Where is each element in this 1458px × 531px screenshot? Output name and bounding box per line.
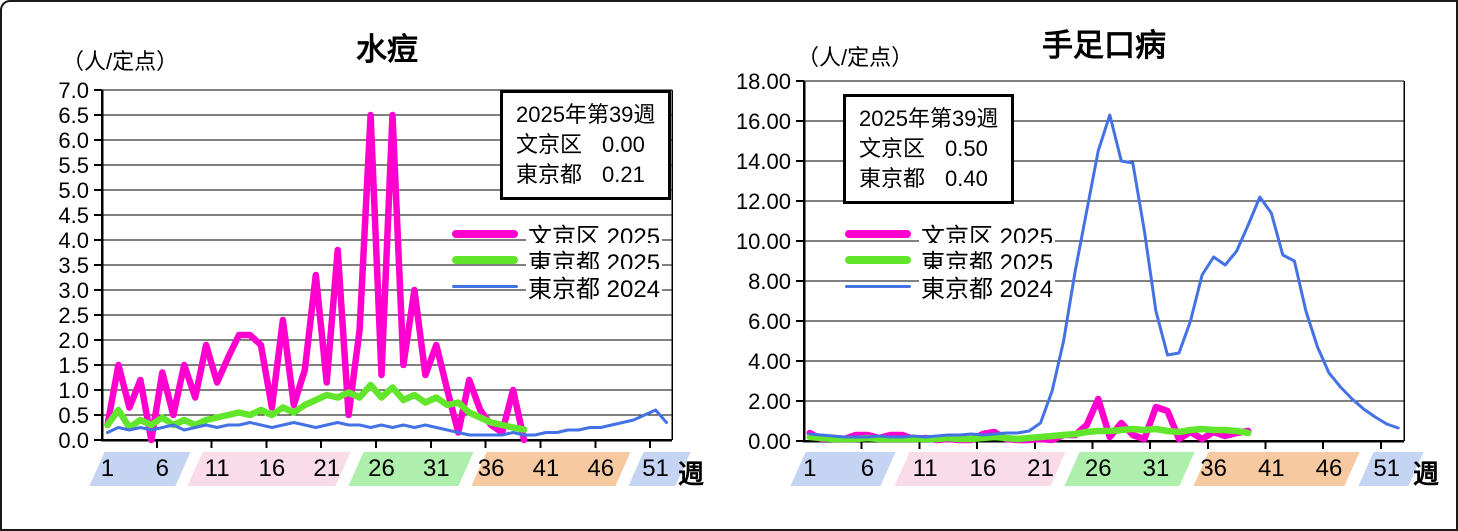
info-value: 0.00 <box>602 132 645 157</box>
y-tick-label: 10.00 <box>736 229 791 254</box>
x-axis-unit-label: 週 <box>678 459 705 489</box>
x-tick-label: 46 <box>1315 455 1343 482</box>
latest-week-info-box: 2025年第39週 文京区 0.00 東京都 0.21 <box>500 90 672 200</box>
x-tick-label: 26 <box>368 455 395 482</box>
x-tick-label: 6 <box>860 455 875 482</box>
legend: 文京区 2025 東京都 2025 東京都 2024 <box>452 216 663 304</box>
x-axis-unit-label: 週 <box>1413 459 1440 489</box>
y-tick-label: 7.0 <box>58 78 89 103</box>
x-tick-label: 41 <box>532 455 560 482</box>
chart-panel-hfmd: （人/定点） 手足口病 0.00 2.00 4.00 6.00 8.00 10.00 12.… <box>731 2 1456 529</box>
y-tick-label: 14.00 <box>736 149 791 174</box>
y-tick-label: 5.5 <box>58 153 89 178</box>
series-line-東京都 2024 <box>808 113 1400 439</box>
y-tick-label: 8.00 <box>748 269 791 294</box>
y-tick-label: 4.0 <box>58 228 89 253</box>
legend-line-sample <box>845 230 911 238</box>
y-tick-label: 6.0 <box>58 128 89 153</box>
x-tick-label: 46 <box>587 455 615 482</box>
legend-label: 東京都 2024 <box>526 268 663 304</box>
y-axis-unit-label: （人/定点） <box>797 45 914 70</box>
x-tick-label: 1 <box>803 455 817 482</box>
series-line-文京区 2025 <box>104 111 528 444</box>
chart-title: 手足口病 <box>1042 28 1166 63</box>
y-tick-label: 6.5 <box>58 103 89 128</box>
info-row-tokyo: 東京都 0.21 <box>516 160 655 190</box>
y-tick-label: 18.00 <box>736 69 791 94</box>
y-tick-label: 3.5 <box>58 253 89 278</box>
info-row-bunkyo: 文京区 0.00 <box>516 130 655 160</box>
y-tick-label: 16.00 <box>736 109 791 134</box>
y-tick-label: 3.0 <box>58 278 89 303</box>
legend-label: 東京都 2024 <box>919 268 1056 304</box>
season-band <box>1064 452 1195 486</box>
y-tick-label: 4.5 <box>58 203 89 228</box>
info-value: 0.50 <box>945 136 988 161</box>
legend-line-sample <box>845 284 911 288</box>
y-tick-label: 5.0 <box>58 178 89 203</box>
legend-line-sample <box>452 284 518 288</box>
y-tick-label: 0.0 <box>58 428 89 453</box>
info-period: 2025年第39週 <box>859 106 999 131</box>
y-tick-label: 0.00 <box>748 429 791 454</box>
y-tick-label: 0.5 <box>58 403 89 428</box>
info-name: 東京都 <box>859 166 926 191</box>
x-tick-label: 41 <box>1257 455 1285 482</box>
y-tick-label: 2.00 <box>748 389 791 414</box>
info-row-tokyo: 東京都 0.40 <box>859 164 998 194</box>
x-tick-label: 31 <box>1142 455 1170 482</box>
x-tick-label: 26 <box>1084 455 1112 482</box>
info-name: 文京区 <box>516 132 583 157</box>
x-tick-label: 36 <box>477 455 505 482</box>
info-period: 2025年第39週 <box>516 102 656 127</box>
y-tick-label: 1.0 <box>58 378 89 403</box>
info-value: 0.21 <box>602 162 645 187</box>
info-value: 0.40 <box>945 166 988 191</box>
x-tick-label: 16 <box>258 455 286 482</box>
legend-item-tokyo-2024: 東京都 2024 <box>845 268 1056 304</box>
x-tick-label: 1 <box>100 455 115 482</box>
series-line-東京都 2024 <box>106 408 668 437</box>
chart-panel-varicella: （人/定点） 水痘 0.0 0.5 1.0 1.5 2.0 2.5 3.0 3.5 4.0 4.5… <box>2 2 731 529</box>
x-tick-label: 51 <box>1373 455 1401 482</box>
chart-title: 水痘 <box>356 32 418 67</box>
legend: 文京区 2025 東京都 2025 東京都 2024 <box>845 216 1056 304</box>
legend-line-sample <box>452 230 518 238</box>
legend-line-sample <box>845 256 911 264</box>
season-band-strip: 1 6 11 16 21 26 31 36 41 46 51 <box>790 452 1424 486</box>
y-axis-unit-label: （人/定点） <box>62 49 179 74</box>
series-line-東京都 2025 <box>104 381 528 433</box>
y-tick-label: 2.0 <box>58 328 89 353</box>
y-tick-label: 6.00 <box>748 309 791 334</box>
legend-item-tokyo-2024: 東京都 2024 <box>452 268 663 304</box>
info-row-bunkyo: 文京区 0.50 <box>859 134 998 164</box>
legend-line-sample <box>452 256 518 264</box>
x-tick-label: 31 <box>422 455 450 482</box>
x-tick-label: 6 <box>155 455 169 482</box>
x-tick-label: 51 <box>642 455 669 482</box>
x-tick-label: 21 <box>1027 455 1054 482</box>
latest-week-info-box: 2025年第39週 文京区 0.50 東京都 0.40 <box>843 94 1015 204</box>
info-name: 東京都 <box>516 162 583 187</box>
x-tick-label: 36 <box>1200 455 1227 482</box>
x-tick-label: 16 <box>969 455 997 482</box>
info-name: 文京区 <box>859 136 926 161</box>
y-tick-label: 2.5 <box>58 303 89 328</box>
x-tick-label: 11 <box>912 455 938 482</box>
x-tick-label: 11 <box>204 455 230 482</box>
y-tick-label: 1.5 <box>58 353 89 378</box>
y-tick-label: 4.00 <box>748 349 791 374</box>
series-line-東京都 2025 <box>806 425 1252 443</box>
x-tick-label: 21 <box>313 455 341 482</box>
plot-region: 0.00 2.00 4.00 6.00 8.00 10.00 12.00 14.00 16.00… <box>736 69 1405 454</box>
plot-area: 0.00 2.00 4.00 6.00 8.00 10.00 12.00 14.00 16.00… <box>736 69 1405 454</box>
y-tick-label: 12.00 <box>736 189 791 214</box>
season-band-strip: 1 6 11 16 21 26 31 36 41 46 51 <box>88 452 691 486</box>
